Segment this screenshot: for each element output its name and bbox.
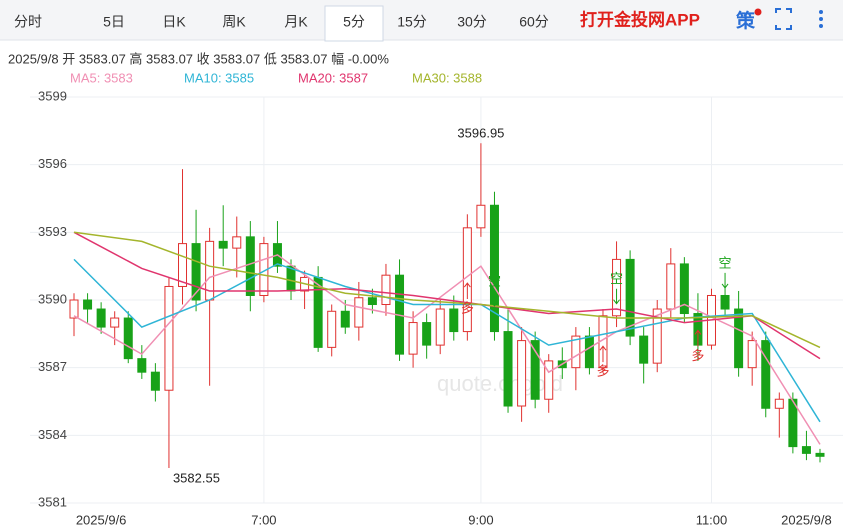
candle-body	[96, 308, 106, 328]
tab[interactable]: 5日	[103, 14, 125, 30]
ma-line	[73, 231, 821, 360]
signal-label: 空	[610, 271, 623, 286]
candle-body	[489, 204, 499, 333]
candle-body	[367, 297, 377, 306]
legend-entry: MA5: 3583	[70, 70, 133, 85]
tab[interactable]: 分时	[14, 14, 42, 30]
candle-body	[815, 452, 825, 457]
brand-link[interactable]: 打开金投网APP	[580, 9, 700, 29]
ma-line	[73, 254, 821, 445]
candle-body	[178, 243, 188, 287]
candle-body	[408, 322, 418, 355]
candle-body	[422, 322, 432, 346]
candle-body	[625, 258, 635, 337]
legend-entry: MA10: 3585	[184, 70, 254, 85]
signal-label: 空	[719, 255, 732, 270]
candle-body	[639, 335, 649, 364]
candle-body	[612, 258, 622, 317]
candle-body	[747, 340, 757, 369]
tab[interactable]: 15分	[397, 14, 427, 30]
candle-body	[340, 310, 350, 328]
tab-bar	[0, 0, 843, 40]
tab[interactable]: 月K	[284, 14, 308, 30]
candle-body	[517, 340, 527, 407]
tab[interactable]: 日K	[162, 14, 186, 30]
candle-body	[679, 263, 689, 315]
y-tick-label: 3590	[38, 291, 67, 306]
candle-body	[245, 236, 255, 296]
badge	[754, 8, 762, 16]
tab[interactable]: 周K	[222, 14, 246, 30]
candle-body	[462, 227, 472, 333]
x-tick-label: 11:00	[696, 512, 728, 527]
candle-body	[544, 360, 554, 400]
signal-label: 多	[691, 348, 704, 363]
plot: 3599 3596 3593 3590 3587 3584 3581 2025/9/6 7:00…	[30, 70, 843, 527]
signal-arrow	[491, 290, 498, 307]
y-tick-label: 3596	[38, 156, 67, 171]
tab[interactable]: 5分	[343, 14, 365, 30]
candle-body	[435, 308, 445, 346]
candle-body	[720, 294, 730, 310]
candle-body	[801, 446, 811, 454]
candle-body	[164, 285, 174, 391]
candle-body	[584, 335, 594, 369]
y-tick-label: 3581	[38, 494, 67, 509]
candle-body	[476, 204, 486, 229]
x-tick-label: 9:00	[468, 512, 493, 527]
high-label: 3596.95	[457, 126, 504, 141]
candle-body	[150, 371, 160, 391]
candle-body	[652, 308, 662, 364]
signal-arrow	[721, 272, 729, 289]
candle-body	[571, 335, 581, 369]
x-tick-label: 2025/9/8	[781, 512, 832, 527]
candle-body	[530, 340, 540, 400]
quote-line: 2025/9/8 开 3583.07 高 3583.07 收 3583.07 低…	[8, 51, 389, 66]
tab[interactable]: 60分	[519, 14, 549, 30]
tabs: 分时 5日 日K 周K 月K 5分 15分 30分 60分	[14, 5, 549, 42]
candle-body	[449, 308, 459, 333]
signal-label: 多	[461, 300, 474, 315]
candle-body	[734, 308, 744, 369]
y-tick-label: 3593	[38, 224, 67, 239]
candle-body	[218, 240, 228, 249]
more-icon[interactable]	[819, 10, 823, 28]
active-tab-bg	[324, 5, 384, 42]
candle-body	[666, 263, 676, 310]
candle-body	[137, 358, 147, 373]
candle-body	[761, 340, 771, 409]
y-tick-label: 3587	[38, 359, 67, 374]
signal-label: 空	[488, 273, 501, 288]
signal-arrow	[694, 329, 702, 347]
tab[interactable]: 30分	[457, 14, 487, 30]
candle-body	[69, 299, 79, 319]
legend-entry: MA20: 3587	[298, 70, 368, 85]
candle-body	[232, 236, 242, 249]
candle-body	[327, 310, 337, 348]
legend-entry: MA30: 3588	[412, 70, 482, 85]
candle-body	[123, 317, 133, 360]
candle-body	[381, 274, 391, 306]
x-tick-label: 7:00	[251, 512, 276, 527]
candle-body	[110, 317, 120, 328]
signal-arrow	[599, 345, 607, 363]
y-tick-label: 3599	[38, 88, 67, 103]
signal-arrow	[613, 288, 620, 305]
low-label: 3582.55	[173, 470, 220, 485]
candle-body	[354, 297, 364, 328]
candle-body	[503, 331, 513, 407]
fullscreen-icon[interactable]	[775, 8, 792, 30]
y-tick-label: 3584	[38, 427, 67, 442]
ma-line	[73, 231, 821, 349]
candle-body	[774, 398, 784, 409]
candle-body	[788, 398, 798, 448]
signal-label: 多	[596, 364, 609, 379]
signal-arrow	[463, 282, 471, 300]
x-tick-label: 2025/9/6	[76, 512, 127, 527]
strategy-icon[interactable]: 策	[736, 9, 756, 32]
candle-body	[83, 299, 93, 310]
watermark: quote.cngold	[437, 371, 563, 396]
candle-body	[191, 243, 201, 301]
